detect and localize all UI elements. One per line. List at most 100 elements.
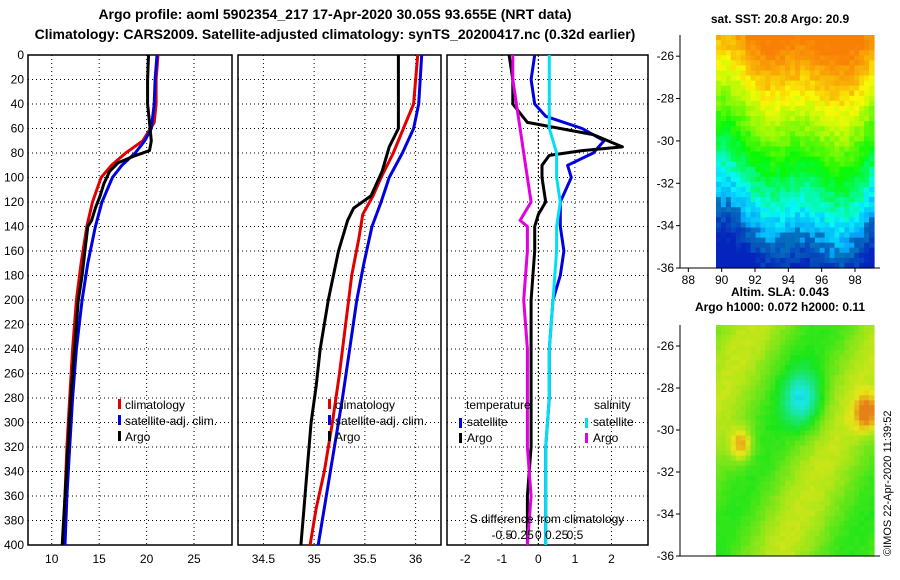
map-cell <box>760 500 766 507</box>
map-cell <box>770 410 776 416</box>
map-cell <box>780 380 786 386</box>
map-cell <box>844 400 850 406</box>
map-cell <box>824 415 831 421</box>
map-cell <box>809 425 816 431</box>
map-cell <box>819 222 826 229</box>
map-cell <box>785 505 791 512</box>
map-cell <box>819 495 826 502</box>
map-cell <box>765 455 771 462</box>
map-cell <box>819 390 826 396</box>
map-cell <box>720 146 727 153</box>
map-cell <box>765 95 771 102</box>
map-cell <box>755 222 761 229</box>
map-cell <box>859 111 865 117</box>
map-cell <box>760 232 766 239</box>
map-cell <box>716 100 722 107</box>
legend-swatch <box>585 433 588 443</box>
map-cell <box>775 380 781 386</box>
map-cell <box>795 222 801 229</box>
map-cell <box>790 465 796 472</box>
map-cell <box>829 212 836 218</box>
map-cell <box>775 146 781 153</box>
map-cell <box>745 70 752 77</box>
map-cell <box>799 40 806 46</box>
map-cell <box>735 202 742 208</box>
map-cell <box>785 192 791 198</box>
map-cell <box>780 202 786 208</box>
map-cell <box>839 202 845 208</box>
map-cell <box>844 202 850 208</box>
map-cell <box>725 420 732 426</box>
map-cell <box>730 156 737 163</box>
map-cell <box>740 116 747 122</box>
map-cell <box>824 370 831 376</box>
map-cell <box>780 425 786 431</box>
map-cell <box>869 475 875 482</box>
map-cell <box>725 360 732 366</box>
map-cell <box>839 515 845 522</box>
map-cell <box>785 161 791 168</box>
map-cell <box>814 111 821 117</box>
map-cell <box>765 465 771 472</box>
map-cell <box>799 400 806 406</box>
map-cell <box>740 161 747 168</box>
map-cell <box>854 136 860 142</box>
map-cell <box>770 65 776 72</box>
x-tick-label: 0 <box>535 552 542 566</box>
map-cell <box>819 380 826 386</box>
map-cell <box>725 252 732 259</box>
map-cell <box>814 247 821 254</box>
credit-text: ©IMOS 22-Apr-2020 11:39:52 <box>882 410 894 556</box>
map-cell <box>770 475 776 482</box>
map-cell <box>730 535 737 542</box>
map-cell <box>745 435 752 442</box>
map-cell <box>750 410 757 416</box>
map-cell <box>765 207 771 213</box>
map-cell <box>725 131 732 137</box>
map-cell <box>829 375 836 381</box>
map-cell <box>795 330 801 336</box>
map-cell <box>760 415 766 421</box>
map-cell <box>814 460 821 467</box>
map-cell <box>750 460 757 467</box>
map-cell <box>770 350 776 356</box>
map-cell <box>819 227 826 234</box>
map-cell <box>869 116 875 122</box>
map-xtick-label: 98 <box>848 273 862 287</box>
map-cell <box>809 262 816 269</box>
map-cell <box>869 131 875 137</box>
map-cell <box>770 151 776 158</box>
map-cell <box>720 515 727 522</box>
map-cell <box>785 217 791 223</box>
map-cell <box>829 405 836 411</box>
map-cell <box>839 80 845 87</box>
map-cell <box>750 197 757 203</box>
map-cell <box>814 131 821 137</box>
map-cell <box>755 515 761 522</box>
map-cell <box>864 166 870 173</box>
map-cell <box>859 227 865 234</box>
map-cell <box>814 116 821 122</box>
map-cell <box>790 520 796 527</box>
map-cell <box>750 546 757 552</box>
map-cell <box>785 181 791 188</box>
map-cell <box>834 252 840 259</box>
map-cell <box>785 530 791 537</box>
map-cell <box>869 85 875 92</box>
map-cell <box>716 257 722 264</box>
map-cell <box>824 45 831 51</box>
map-cell <box>730 85 737 92</box>
map-cell <box>799 237 806 244</box>
map-cell <box>859 121 865 127</box>
map-cell <box>760 535 766 542</box>
map-cell <box>780 207 786 213</box>
map-cell <box>755 495 761 502</box>
map-cell <box>854 212 860 218</box>
map-cell <box>799 207 806 213</box>
map-cell <box>745 345 752 351</box>
map-cell <box>740 465 747 472</box>
map-cell <box>864 90 870 97</box>
map-cell <box>799 60 806 66</box>
map-cell <box>770 400 776 406</box>
map-cell <box>869 207 875 213</box>
